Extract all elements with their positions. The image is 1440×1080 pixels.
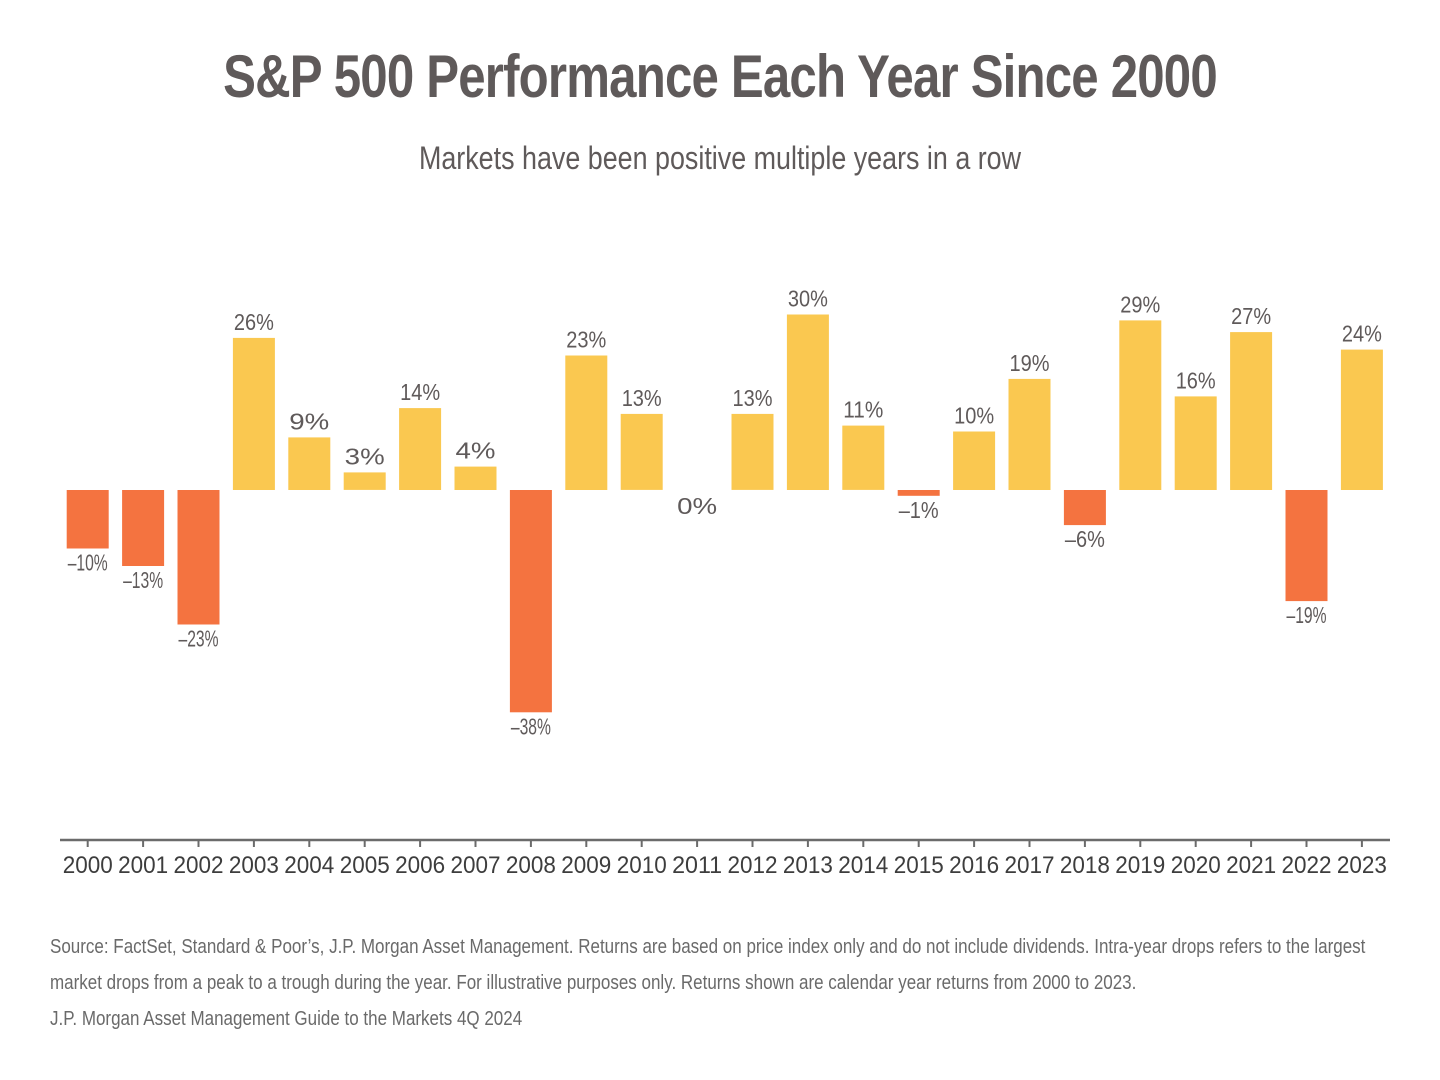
bar-2008 [509,490,552,713]
data-label-2008: –38% [511,713,551,739]
chart-title: S&P 500 Performance Each Year Since 2000 [223,43,1218,110]
x-tick-label-2010: 2010 [617,852,667,879]
data-label-2013: 30% [788,286,828,312]
bar-2020 [1174,396,1217,490]
bar-2005 [343,472,386,490]
bar-2010 [620,413,663,490]
bar-2021 [1230,332,1273,490]
data-labels-group: –10% –13% –23% 26% 9% 3% 14% 4% –38% 23% 13% 0% 13% 3… [68,286,1382,740]
bar-2002 [177,490,220,625]
x-tick-label-2009: 2009 [561,852,611,879]
x-tick-label-2007: 2007 [451,852,501,879]
x-tick-label-2000: 2000 [63,852,113,879]
x-tick-label-2015: 2015 [894,852,944,879]
bar-2007 [454,466,497,490]
x-tick-label-2008: 2008 [506,852,556,879]
data-label-2005: 3% [345,443,385,469]
x-tick-label-2012: 2012 [728,852,778,879]
x-tick-label-2005: 2005 [340,852,390,879]
bars-group [66,314,1383,713]
data-label-2004: 9% [289,408,329,434]
bar-2022 [1285,490,1328,602]
bar-2016 [953,431,996,490]
x-tick-label-2004: 2004 [284,852,334,879]
bar-chart: –10% –13% –23% 26% 9% 3% 14% 4% –38% 23% 13% 0% 13% 3… [60,286,1390,879]
x-tick-label-2020: 2020 [1171,852,1221,879]
data-label-2001: –13% [123,567,163,593]
data-label-2023: 24% [1342,321,1382,347]
x-tick-label-2003: 2003 [229,852,279,879]
data-label-2021: 27% [1231,303,1271,329]
x-tick-label-2013: 2013 [783,852,833,879]
chart-subtitle: Markets have been positive multiple year… [418,140,1022,176]
data-label-2006: 14% [400,379,440,405]
data-label-2012: 13% [733,385,773,411]
x-tick-label-2016: 2016 [949,852,999,879]
x-tick-label-2002: 2002 [174,852,224,879]
bar-2015 [897,490,940,496]
source-note-line-2: market drops from a peak to a trough dur… [50,972,1137,994]
bar-2001 [122,490,165,566]
bar-2018 [1063,490,1106,526]
source-note-line-1: Source: FactSet, Standard & Poor’s, J.P.… [50,936,1366,958]
bar-2019 [1119,320,1162,490]
data-label-2010: 13% [622,385,662,411]
data-label-2014: 11% [843,397,883,423]
x-tick-label-2001: 2001 [118,852,168,879]
x-tick-label-2019: 2019 [1115,852,1165,879]
bar-2012 [731,413,774,490]
data-label-2000: –10% [68,550,108,576]
data-label-2016: 10% [954,403,994,429]
x-tick-label-2017: 2017 [1005,852,1055,879]
bar-2023 [1340,349,1383,490]
x-tick-label-2011: 2011 [672,852,722,879]
data-label-2007: 4% [456,438,496,464]
x-tick-label-2021: 2021 [1226,852,1276,879]
bar-2017 [1008,378,1051,490]
bar-2003 [232,337,275,490]
x-tick-label-2022: 2022 [1282,852,1332,879]
data-label-2003: 26% [234,309,274,335]
bar-2004 [288,437,331,490]
data-label-2022: –19% [1287,602,1327,628]
x-tick-label-2023: 2023 [1337,852,1387,879]
data-label-2018: –6% [1065,526,1105,552]
bar-2009 [565,355,608,490]
x-tick-label-2006: 2006 [395,852,445,879]
credit-note: J.P. Morgan Asset Management Guide to th… [50,1008,523,1030]
data-label-2019: 29% [1120,291,1160,317]
bar-2014 [842,425,885,490]
bar-2013 [786,314,829,490]
data-label-2011: 0% [677,493,717,519]
data-label-2015: –1% [899,497,939,523]
data-label-2009: 23% [566,327,606,353]
data-label-2017: 19% [1010,350,1050,376]
x-tick-label-2014: 2014 [838,852,888,879]
bar-2006 [399,408,442,490]
x-tick-label-2018: 2018 [1060,852,1110,879]
data-label-2020: 16% [1176,367,1216,393]
data-label-2002: –23% [179,626,219,652]
x-axis: 2000 2001 2002 2003 2004 2005 2006 2007 2008 2009… [60,838,1390,879]
bar-2000 [66,490,109,549]
